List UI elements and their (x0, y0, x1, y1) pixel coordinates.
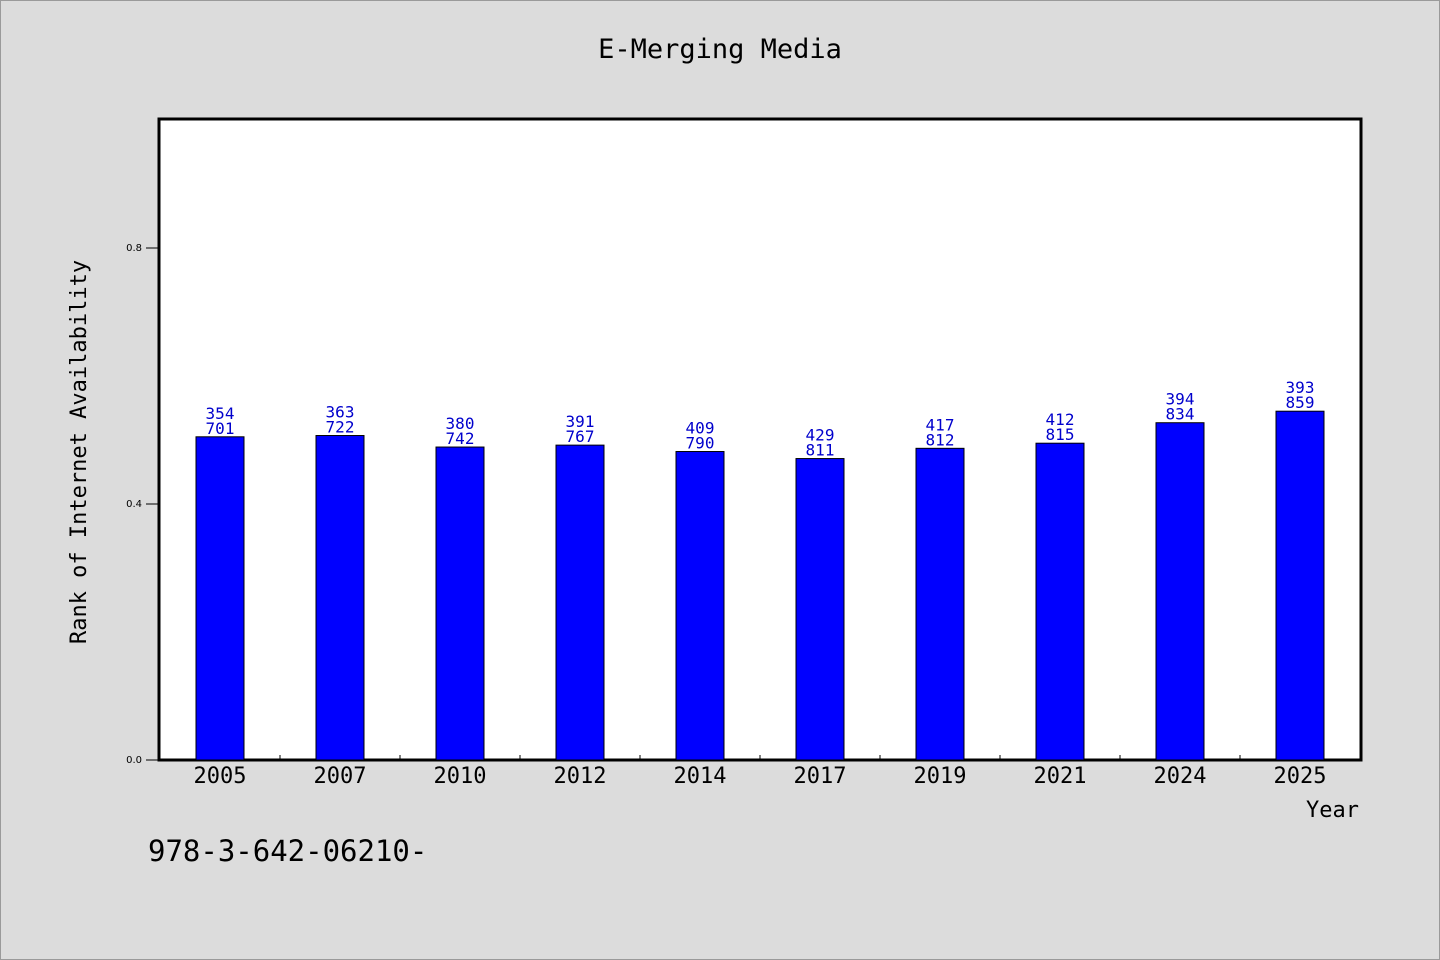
bars-layer (195, 410, 1325, 761)
x-tick-label-2005: 2005 (194, 764, 247, 789)
y-tick-label-0.8: 0.8 (126, 243, 142, 254)
y-tick-label-0.4: 0.4 (126, 499, 142, 510)
data-label-bottom-2019: 812 (926, 430, 955, 449)
data-label-top-2025: 393 (1286, 378, 1315, 397)
x-tick-label-2021: 2021 (1034, 764, 1087, 789)
data-label-bottom-2025: 859 (1286, 393, 1315, 412)
x-tick-label-2019: 2019 (914, 764, 967, 789)
bar-2010 (435, 446, 485, 761)
footnote-isbn: 978-3-642-06210- (148, 834, 428, 868)
bar-2025 (1275, 410, 1325, 761)
x-axis: 2005 2007 2010 2012 2014 2017 2019 2021 2024 2025 (194, 755, 1327, 789)
bar-2024 (1155, 422, 1205, 761)
data-label-top-2021: 412 (1046, 410, 1075, 429)
x-axis-label: Year (1306, 798, 1359, 823)
data-label-top-2010: 380 (446, 414, 475, 433)
x-tick-label-2025: 2025 (1274, 764, 1327, 789)
x-tick-label-2007: 2007 (314, 764, 367, 789)
data-label-bottom-2010: 742 (446, 429, 475, 448)
bar-2012 (555, 444, 605, 761)
x-tick-label-2024: 2024 (1154, 764, 1207, 789)
data-label-top-2017: 429 (806, 426, 835, 445)
x-tick-label-2017: 2017 (794, 764, 847, 789)
y-axis-label: Rank of Internet Availability (67, 260, 92, 644)
y-tick-label-0.0: 0.0 (126, 755, 142, 766)
x-tick-label-2012: 2012 (554, 764, 607, 789)
data-label-bottom-2014: 790 (686, 434, 715, 453)
x-tick-label-2014: 2014 (674, 764, 727, 789)
bar-2021 (1035, 442, 1085, 761)
data-label-bottom-2012: 767 (566, 427, 595, 446)
data-label-top-2005: 354 (206, 404, 235, 423)
data-label-top-2012: 391 (566, 412, 595, 431)
bar-2017 (795, 458, 845, 761)
bar-2005 (195, 436, 245, 761)
data-label-bottom-2005: 701 (206, 419, 235, 438)
data-label-bottom-2007: 722 (326, 418, 355, 437)
chart-title: E-Merging Media (598, 34, 842, 65)
data-label-top-2014: 409 (686, 419, 715, 438)
data-label-bottom-2024: 834 (1166, 405, 1195, 424)
x-tick-label-2010: 2010 (434, 764, 487, 789)
data-label-bottom-2017: 811 (806, 441, 835, 460)
data-label-bottom-2021: 815 (1046, 425, 1075, 444)
data-label-top-2019: 417 (926, 415, 955, 434)
bar-2014 (675, 451, 725, 761)
bar-2007 (315, 435, 365, 761)
data-label-top-2007: 363 (326, 403, 355, 422)
bar-2019 (915, 447, 965, 761)
data-label-top-2024: 394 (1166, 390, 1195, 409)
y-axis: 0.0 0.4 0.8 (126, 243, 160, 766)
